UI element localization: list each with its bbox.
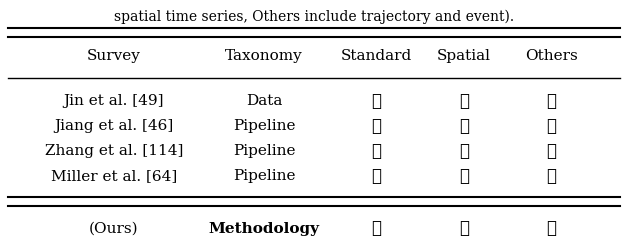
Text: Zhang et al. [114]: Zhang et al. [114] [45, 144, 183, 158]
Text: ✘: ✘ [546, 143, 556, 160]
Text: Methodology: Methodology [208, 222, 320, 236]
Text: ✔: ✔ [372, 93, 382, 110]
Text: ✔: ✔ [372, 118, 382, 135]
Text: Data: Data [246, 94, 282, 108]
Text: ✔: ✔ [372, 220, 382, 236]
Text: ✘: ✘ [546, 93, 556, 110]
Text: ✘: ✘ [546, 168, 556, 185]
Text: ✔: ✔ [459, 220, 469, 236]
Text: Jin et al. [49]: Jin et al. [49] [63, 94, 164, 108]
Text: Pipeline: Pipeline [233, 144, 295, 158]
Text: Survey: Survey [87, 49, 141, 63]
Text: ✔: ✔ [372, 168, 382, 185]
Text: ✔: ✔ [459, 93, 469, 110]
Text: Spatial: Spatial [437, 49, 491, 63]
Text: ✘: ✘ [459, 143, 469, 160]
Text: ✔: ✔ [546, 118, 556, 135]
Text: ✘: ✘ [459, 118, 469, 135]
Text: Pipeline: Pipeline [233, 169, 295, 183]
Text: ✔: ✔ [546, 220, 556, 236]
Text: (Ours): (Ours) [89, 222, 139, 236]
Text: Others: Others [525, 49, 578, 63]
Text: Pipeline: Pipeline [233, 119, 295, 133]
Text: ✘: ✘ [459, 168, 469, 185]
Text: ✔: ✔ [372, 143, 382, 160]
Text: Miller et al. [64]: Miller et al. [64] [51, 169, 177, 183]
Text: spatial time series, Others include trajectory and event).: spatial time series, Others include traj… [114, 10, 514, 24]
Text: Taxonomy: Taxonomy [225, 49, 303, 63]
Text: Standard: Standard [341, 49, 412, 63]
Text: Jiang et al. [46]: Jiang et al. [46] [54, 119, 173, 133]
